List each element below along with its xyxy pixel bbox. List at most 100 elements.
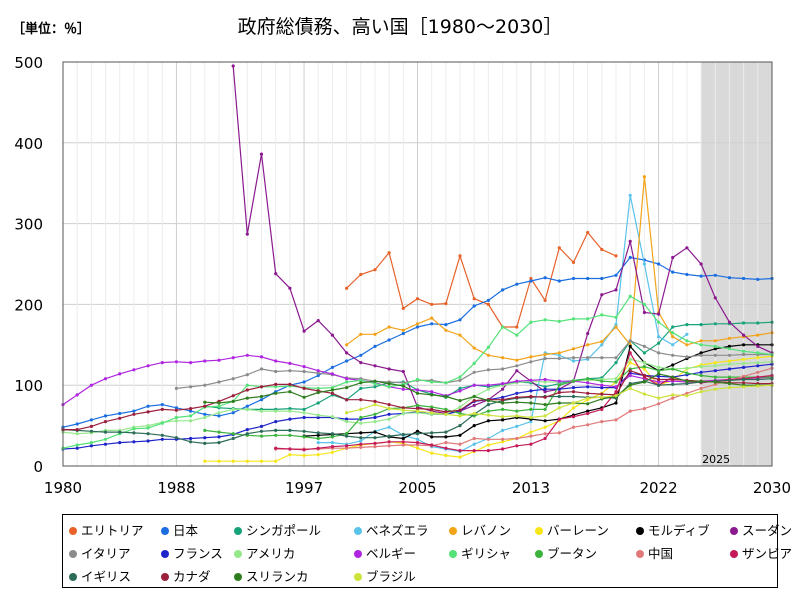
forecast-year-label: 2025 bbox=[702, 453, 730, 466]
data-point bbox=[756, 351, 760, 355]
data-point bbox=[501, 367, 505, 371]
data-point bbox=[316, 436, 320, 441]
data-point bbox=[118, 441, 122, 445]
data-point bbox=[742, 381, 746, 385]
y-tick-label: 100 bbox=[14, 377, 43, 395]
data-point bbox=[401, 369, 405, 374]
data-point bbox=[302, 369, 306, 374]
data-point bbox=[89, 429, 93, 433]
data-point bbox=[231, 436, 235, 441]
y-tick-label: 500 bbox=[14, 54, 43, 72]
data-point bbox=[472, 403, 476, 407]
data-point bbox=[288, 433, 292, 437]
data-point bbox=[444, 381, 448, 385]
data-point bbox=[387, 412, 391, 416]
data-point bbox=[160, 407, 164, 411]
data-point bbox=[742, 385, 746, 389]
data-point bbox=[529, 389, 533, 393]
data-point bbox=[359, 407, 363, 411]
data-point bbox=[713, 361, 717, 365]
data-point bbox=[189, 436, 193, 441]
data-point bbox=[444, 453, 448, 458]
data-point bbox=[415, 403, 420, 407]
data-point bbox=[373, 445, 377, 449]
data-point bbox=[586, 385, 590, 389]
data-point bbox=[316, 371, 320, 375]
data-point bbox=[430, 390, 434, 394]
data-point bbox=[401, 411, 405, 416]
data-point bbox=[288, 382, 292, 386]
data-point bbox=[288, 286, 292, 290]
data-point bbox=[330, 441, 334, 445]
data-point bbox=[118, 416, 122, 420]
data-point bbox=[657, 380, 661, 384]
data-point bbox=[557, 379, 561, 383]
data-point bbox=[373, 441, 377, 445]
data-point bbox=[415, 388, 420, 392]
legend-item: エリトリア bbox=[69, 521, 161, 542]
data-point bbox=[557, 319, 561, 323]
legend-item: カナダ bbox=[161, 566, 234, 587]
data-point bbox=[657, 396, 661, 400]
legend-item: ベネズエラ bbox=[354, 521, 449, 542]
data-point bbox=[657, 341, 661, 345]
data-point bbox=[515, 409, 519, 413]
data-point bbox=[217, 430, 221, 434]
data-point bbox=[628, 294, 632, 298]
data-point bbox=[345, 432, 349, 436]
data-point bbox=[458, 375, 462, 379]
data-point bbox=[600, 293, 604, 297]
data-point bbox=[217, 411, 221, 415]
legend-label: イギリス bbox=[81, 568, 132, 584]
data-point bbox=[529, 360, 533, 364]
data-point bbox=[330, 432, 334, 436]
data-point bbox=[600, 392, 604, 396]
data-point bbox=[486, 403, 490, 407]
data-point bbox=[401, 432, 405, 437]
data-point bbox=[75, 432, 79, 436]
data-point bbox=[189, 407, 193, 411]
data-point bbox=[430, 411, 434, 415]
data-point bbox=[345, 446, 349, 450]
y-tick-label: 400 bbox=[14, 135, 43, 153]
data-point bbox=[699, 379, 703, 383]
data-point bbox=[387, 251, 391, 255]
legend-label: イタリア bbox=[81, 545, 131, 561]
data-point bbox=[174, 415, 178, 420]
chart-legend: エリトリア 日本 シンガポール ベネズエラ レバノン バーレーン モルディブ スーダン イタリア… bbox=[62, 514, 792, 588]
data-point bbox=[642, 361, 647, 365]
data-point bbox=[515, 369, 519, 373]
data-point bbox=[713, 369, 717, 373]
data-point bbox=[543, 387, 547, 391]
data-point bbox=[231, 411, 235, 415]
data-point bbox=[203, 412, 207, 416]
data-point bbox=[359, 332, 363, 336]
data-point bbox=[316, 413, 320, 417]
data-point bbox=[345, 398, 349, 402]
y-tick-label: 0 bbox=[33, 458, 43, 476]
data-point bbox=[160, 437, 164, 441]
data-point bbox=[557, 351, 561, 355]
data-point bbox=[628, 383, 632, 387]
data-point bbox=[472, 399, 476, 403]
data-point bbox=[742, 357, 746, 361]
data-point bbox=[288, 453, 292, 457]
data-point bbox=[586, 381, 590, 385]
data-point bbox=[444, 430, 448, 434]
data-point bbox=[657, 369, 661, 373]
data-point bbox=[713, 322, 717, 326]
data-point bbox=[543, 414, 547, 418]
data-point bbox=[713, 375, 717, 379]
data-point bbox=[444, 410, 448, 414]
data-point bbox=[515, 436, 519, 441]
data-point bbox=[302, 380, 306, 384]
data-point bbox=[217, 435, 221, 439]
data-point bbox=[146, 404, 150, 408]
data-point bbox=[189, 440, 193, 444]
data-point bbox=[472, 383, 476, 387]
data-point bbox=[373, 403, 377, 407]
data-point bbox=[671, 393, 675, 397]
data-point bbox=[75, 446, 79, 450]
data-point bbox=[415, 429, 420, 433]
data-point bbox=[302, 448, 306, 452]
